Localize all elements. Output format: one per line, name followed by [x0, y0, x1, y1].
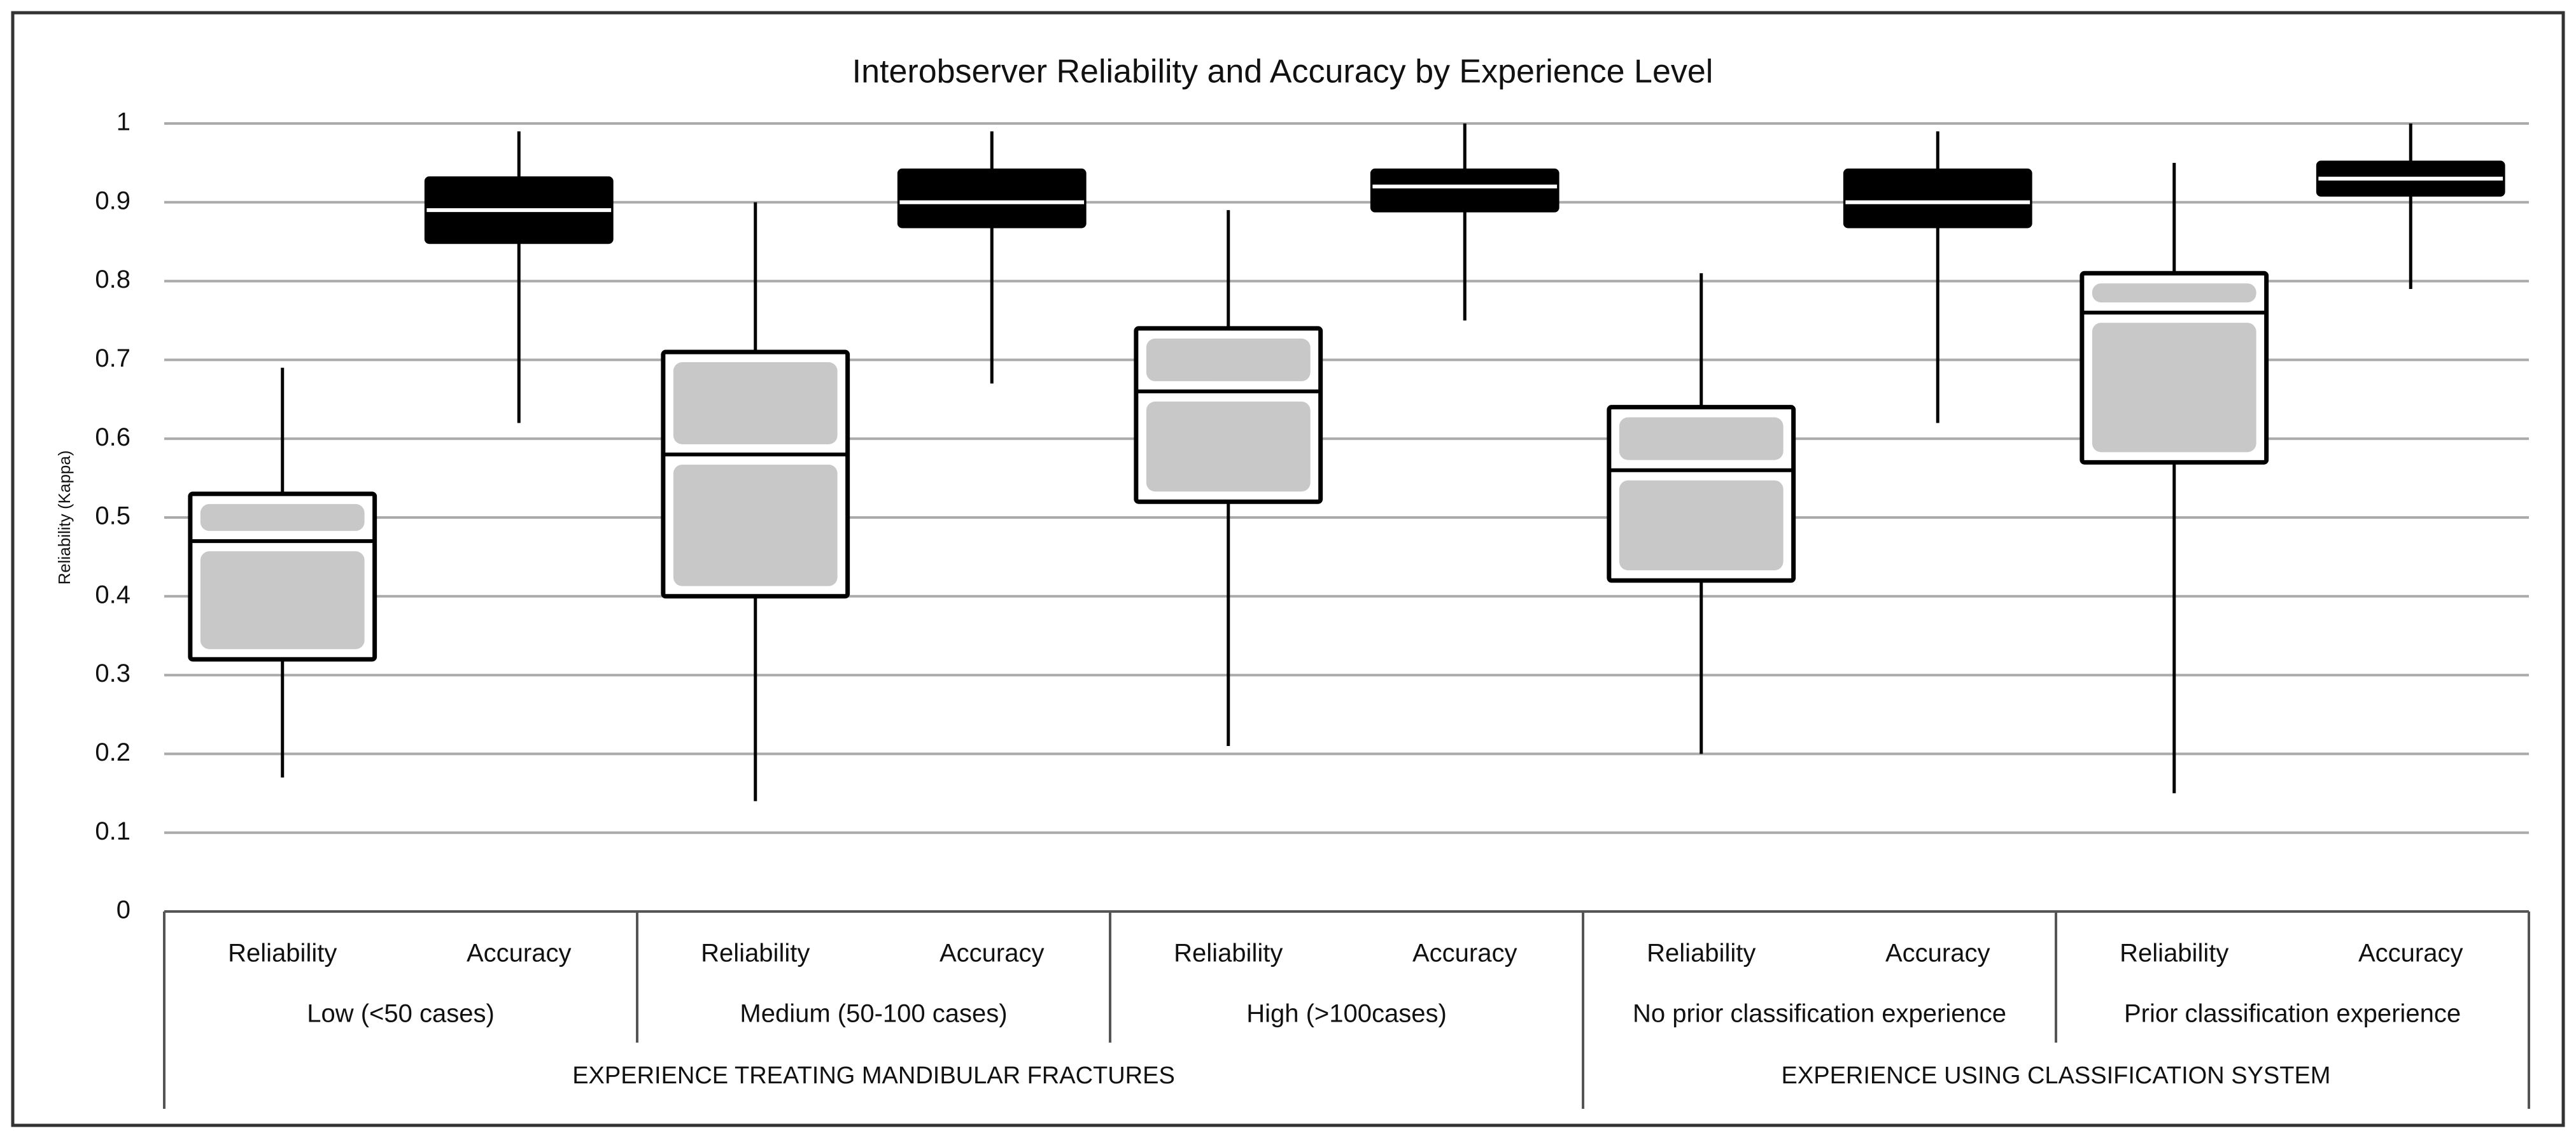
series-label: Reliability [1174, 939, 1283, 968]
y-tick-label: 0.4 [95, 581, 130, 609]
series-label: Reliability [2120, 939, 2228, 968]
box-fill [2092, 323, 2256, 453]
box [1843, 168, 2032, 229]
y-tick-label: 0.1 [95, 817, 130, 845]
box [1370, 168, 1559, 213]
box-fill [673, 362, 838, 444]
y-axis-label: Reliability (Kappa) [55, 451, 74, 585]
box-fill [1146, 401, 1311, 492]
series-label: Reliability [228, 939, 337, 968]
box-fill [200, 503, 365, 531]
group-label: EXPERIENCE TREATING MANDIBULAR FRACTURES [572, 1062, 1175, 1089]
y-tick-label: 0.8 [95, 265, 130, 293]
y-tick-label: 1 [116, 108, 130, 136]
series-label: Accuracy [2358, 939, 2463, 968]
category-label: No prior classification experience [1633, 1000, 2006, 1028]
y-tick-label: 0.2 [95, 738, 130, 766]
box-fill [1619, 480, 1784, 571]
series-label: Accuracy [467, 939, 572, 968]
box-fill [2092, 283, 2256, 303]
group-label: EXPERIENCE USING CLASSIFICATION SYSTEM [1782, 1062, 2331, 1089]
category-label: Low (<50 cases) [307, 1000, 495, 1028]
category-label: High (>100cases) [1246, 1000, 1447, 1028]
y-tick-label: 0 [116, 896, 130, 924]
chart-title: Interobserver Reliability and Accuracy b… [852, 53, 1714, 90]
series-label: Accuracy [940, 939, 1045, 968]
box-fill [1619, 417, 1784, 460]
series-label: Accuracy [1412, 939, 1517, 968]
y-tick-label: 0.3 [95, 659, 130, 687]
y-tick-label: 0.6 [95, 423, 130, 451]
category-label: Prior classification experience [2124, 1000, 2461, 1028]
y-tick-label: 0.5 [95, 502, 130, 530]
box-fill [200, 551, 365, 649]
series-label: Reliability [1647, 939, 1756, 968]
box-fill [1146, 338, 1311, 381]
series-label: Reliability [701, 939, 810, 968]
box-fill [673, 464, 838, 586]
y-tick-label: 0.7 [95, 344, 130, 372]
box [897, 168, 1087, 229]
y-tick-label: 0.9 [95, 186, 130, 215]
series-label: Accuracy [1885, 939, 1990, 968]
category-label: Medium (50-100 cases) [740, 1000, 1007, 1028]
